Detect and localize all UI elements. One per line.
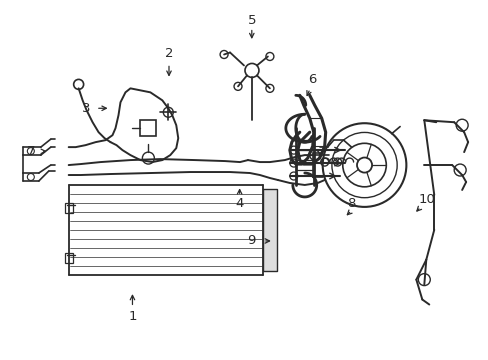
Text: 9: 9	[247, 234, 256, 247]
Bar	[140, 120, 156, 136]
Text: 5: 5	[247, 14, 256, 27]
Text: 6: 6	[308, 73, 316, 86]
Text: 10: 10	[418, 193, 435, 206]
Text: 2: 2	[164, 47, 173, 60]
Text: 7: 7	[27, 145, 35, 158]
Text: 3: 3	[82, 102, 90, 115]
Text: 1: 1	[128, 310, 137, 323]
Text: 8: 8	[347, 197, 355, 210]
Bar	[64, 253, 73, 263]
Text: 4: 4	[235, 197, 244, 210]
Bar	[64, 203, 73, 213]
Bar	[263, 189, 276, 271]
